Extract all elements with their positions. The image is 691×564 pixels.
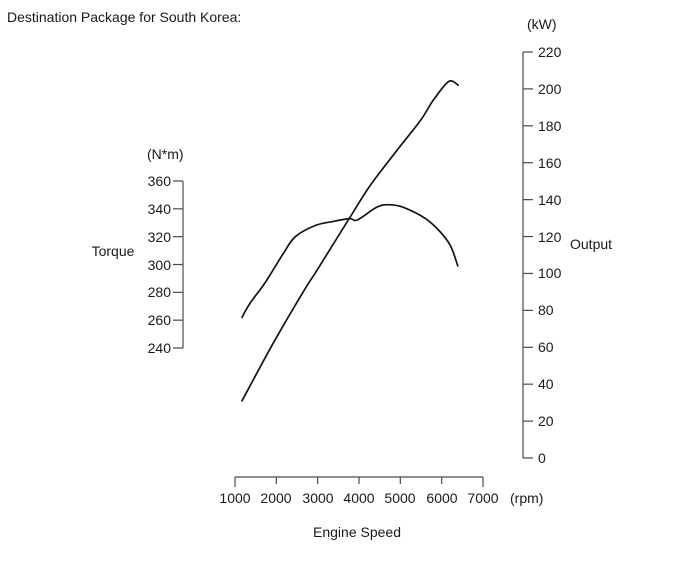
right-tick-label: 0 [538, 450, 546, 466]
left-axis-unit: (N*m) [147, 146, 184, 162]
left-tick-label: 300 [147, 257, 171, 273]
right-tick-label: 80 [538, 302, 554, 318]
right-tick-label: 60 [538, 339, 554, 355]
x-tick-label: 2000 [260, 490, 292, 506]
left-tick-label: 280 [147, 284, 171, 300]
left-tick-label: 260 [147, 312, 171, 328]
x-axis-title: Engine Speed [313, 524, 401, 540]
left-tick-label: 240 [147, 340, 171, 356]
x-axis-unit: (rpm) [510, 490, 544, 506]
left-tick-label: 320 [147, 229, 171, 245]
x-tick-label: 5000 [384, 490, 416, 506]
right-tick-label: 220 [538, 44, 562, 60]
x-tick-label: 7000 [467, 490, 499, 506]
torque-curve [241, 203, 459, 319]
right-axis-unit: (kW) [527, 16, 557, 32]
left-tick-label: 340 [147, 201, 171, 217]
x-tick-label: 3000 [302, 490, 334, 506]
right-tick-label: 160 [538, 155, 562, 171]
right-tick-label: 20 [538, 413, 554, 429]
right-axis-title: Output [570, 236, 613, 252]
left-tick-label: 360 [147, 173, 171, 189]
x-tick-label: 4000 [343, 490, 375, 506]
right-tick-label: 180 [538, 118, 562, 134]
right-tick-label: 200 [538, 81, 562, 97]
right-tick-label: 40 [538, 376, 554, 392]
chart-title: Destination Package for South Korea: [7, 9, 242, 25]
left-axis-title: Torque [91, 243, 135, 259]
x-tick-label: 1000 [219, 490, 251, 506]
right-tick-label: 100 [538, 265, 562, 281]
right-tick-label: 120 [538, 229, 562, 245]
right-tick-label: 140 [538, 192, 562, 208]
x-tick-label: 6000 [426, 490, 458, 506]
output-curve [241, 80, 460, 402]
